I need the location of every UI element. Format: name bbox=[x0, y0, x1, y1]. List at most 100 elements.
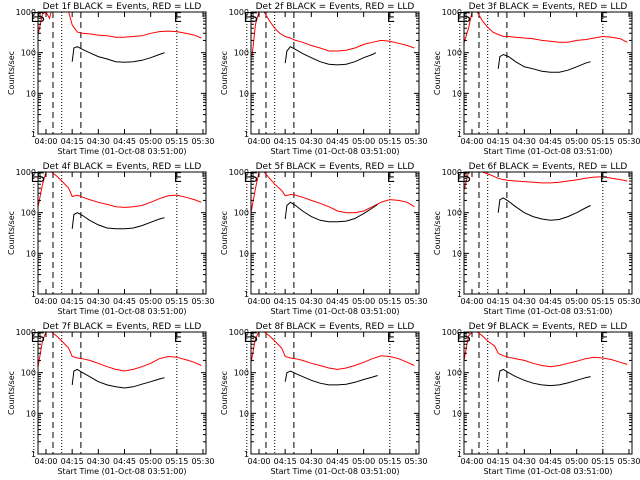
panel-title: Det 9f BLACK = Events, RED = LLD bbox=[469, 322, 628, 332]
y-axis-label: Counts/sec bbox=[433, 371, 442, 415]
y-tick-label: 10 bbox=[452, 249, 462, 258]
x-tick-label: 05:30 bbox=[404, 297, 427, 306]
event-marker-label: E bbox=[31, 331, 39, 346]
plot-frame bbox=[37, 331, 207, 455]
x-tick-label: 04:00 bbox=[460, 137, 483, 146]
x-axis-label: Start Time (01-Oct-08 03:51:00) bbox=[483, 307, 612, 316]
panel-title: Det 7f BLACK = Events, RED = LLD bbox=[43, 322, 202, 332]
y-axis-label: Counts/sec bbox=[220, 51, 229, 95]
x-tick-label: 04:30 bbox=[513, 137, 536, 146]
x-tick-label: 05:30 bbox=[617, 457, 640, 466]
panel-title: Det 2f BLACK = Events, RED = LLD bbox=[256, 2, 415, 12]
event-marker-label: E bbox=[244, 11, 252, 26]
event-marker-label: E bbox=[387, 331, 395, 346]
y-tick-label: 10 bbox=[239, 89, 249, 98]
x-tick-label: 04:45 bbox=[326, 137, 349, 146]
x-tick-label: 05:00 bbox=[352, 137, 375, 146]
x-tick-label: 04:30 bbox=[513, 457, 536, 466]
plot-frame bbox=[463, 11, 633, 135]
x-tick-label: 04:15 bbox=[274, 457, 297, 466]
y-tick-label: 1 bbox=[244, 130, 249, 139]
x-tick-label: 04:30 bbox=[300, 297, 323, 306]
x-tick-label: 04:00 bbox=[34, 297, 57, 306]
events-series-line bbox=[71, 212, 165, 230]
lld-series-line bbox=[38, 12, 202, 39]
lld-series-line bbox=[464, 332, 628, 368]
x-tick-label: 05:30 bbox=[404, 137, 427, 146]
detector-panel: Det 9f BLACK = Events, RED = LLD 1 10 100 10… bbox=[433, 322, 640, 476]
panel-title: Det 8f BLACK = Events, RED = LLD bbox=[256, 322, 415, 332]
y-tick-label: 100 bbox=[234, 209, 249, 218]
x-tick-label: 04:00 bbox=[34, 457, 57, 466]
y-axis-label: Counts/sec bbox=[220, 211, 229, 255]
detector-panel: Det 5f BLACK = Events, RED = LLD 1 10 100 10… bbox=[220, 162, 428, 316]
y-tick-label: 10 bbox=[26, 409, 36, 418]
x-tick-label: 04:00 bbox=[247, 137, 270, 146]
event-marker-label: E bbox=[174, 171, 182, 186]
x-tick-label: 04:30 bbox=[300, 137, 323, 146]
x-axis-label: Start Time (01-Oct-08 03:51:00) bbox=[57, 147, 186, 156]
event-marker-label: S bbox=[250, 171, 258, 186]
y-axis-label: Counts/sec bbox=[7, 211, 16, 255]
x-axis-label: Start Time (01-Oct-08 03:51:00) bbox=[483, 467, 612, 476]
y-tick-label: 1000 bbox=[442, 328, 462, 337]
panel-title: Det 1f BLACK = Events, RED = LLD bbox=[43, 2, 202, 12]
x-tick-label: 04:00 bbox=[34, 137, 57, 146]
plot-frame bbox=[463, 331, 633, 455]
x-tick-label: 05:30 bbox=[191, 137, 214, 146]
x-tick-label: 04:45 bbox=[113, 297, 136, 306]
x-tick-label: 04:30 bbox=[513, 297, 536, 306]
y-tick-label: 100 bbox=[21, 209, 36, 218]
y-axis-label: Counts/sec bbox=[433, 51, 442, 95]
event-marker-label: S bbox=[463, 171, 471, 186]
y-tick-label: 10 bbox=[239, 249, 249, 258]
x-tick-label: 04:30 bbox=[87, 297, 110, 306]
y-axis-label: Counts/sec bbox=[7, 51, 16, 95]
y-tick-label: 1000 bbox=[16, 328, 36, 337]
detector-panel: Det 4f BLACK = Events, RED = LLD 1 10 100 10… bbox=[7, 162, 215, 316]
x-tick-label: 04:45 bbox=[326, 297, 349, 306]
x-tick-label: 05:00 bbox=[565, 457, 588, 466]
detector-panel: Det 1f BLACK = Events, RED = LLD 1 10 100 10… bbox=[7, 2, 215, 156]
x-axis-label: Start Time (01-Oct-08 03:51:00) bbox=[270, 147, 399, 156]
event-marker-label: S bbox=[37, 11, 45, 26]
y-tick-label: 1 bbox=[457, 450, 462, 459]
y-tick-label: 1 bbox=[244, 450, 249, 459]
plot-frame bbox=[250, 331, 420, 455]
x-tick-label: 04:45 bbox=[113, 137, 136, 146]
x-tick-label: 04:15 bbox=[61, 457, 84, 466]
event-marker-label: E bbox=[457, 171, 465, 186]
event-marker-label: E bbox=[31, 11, 39, 26]
x-axis-label: Start Time (01-Oct-08 03:51:00) bbox=[483, 147, 612, 156]
x-tick-label: 04:15 bbox=[61, 297, 84, 306]
y-tick-label: 100 bbox=[447, 49, 462, 58]
lld-series-line bbox=[251, 172, 415, 216]
x-axis-label: Start Time (01-Oct-08 03:51:00) bbox=[57, 307, 186, 316]
y-tick-label: 10 bbox=[239, 409, 249, 418]
plot-frame bbox=[463, 171, 633, 295]
y-tick-label: 1 bbox=[457, 290, 462, 299]
event-marker-label: E bbox=[174, 331, 182, 346]
events-series-line bbox=[497, 197, 591, 221]
x-tick-label: 04:00 bbox=[247, 457, 270, 466]
y-tick-label: 100 bbox=[21, 369, 36, 378]
event-marker-label: E bbox=[457, 11, 465, 26]
x-tick-label: 04:45 bbox=[539, 137, 562, 146]
y-tick-label: 1 bbox=[31, 450, 36, 459]
x-tick-label: 04:45 bbox=[113, 457, 136, 466]
events-series-line bbox=[284, 46, 377, 66]
x-tick-label: 05:15 bbox=[165, 297, 188, 306]
lld-series-line bbox=[38, 332, 202, 372]
x-tick-label: 04:45 bbox=[539, 457, 562, 466]
plot-frame bbox=[37, 171, 207, 295]
x-tick-label: 04:30 bbox=[87, 457, 110, 466]
event-marker-label: E bbox=[387, 171, 395, 186]
y-axis-label: Counts/sec bbox=[7, 371, 16, 415]
event-marker-label: S bbox=[463, 11, 471, 26]
panel-title: Det 6f BLACK = Events, RED = LLD bbox=[469, 162, 628, 172]
event-marker-label: E bbox=[174, 11, 182, 26]
event-marker-label: E bbox=[600, 11, 608, 26]
y-tick-label: 1000 bbox=[16, 8, 36, 17]
x-tick-label: 05:30 bbox=[617, 137, 640, 146]
